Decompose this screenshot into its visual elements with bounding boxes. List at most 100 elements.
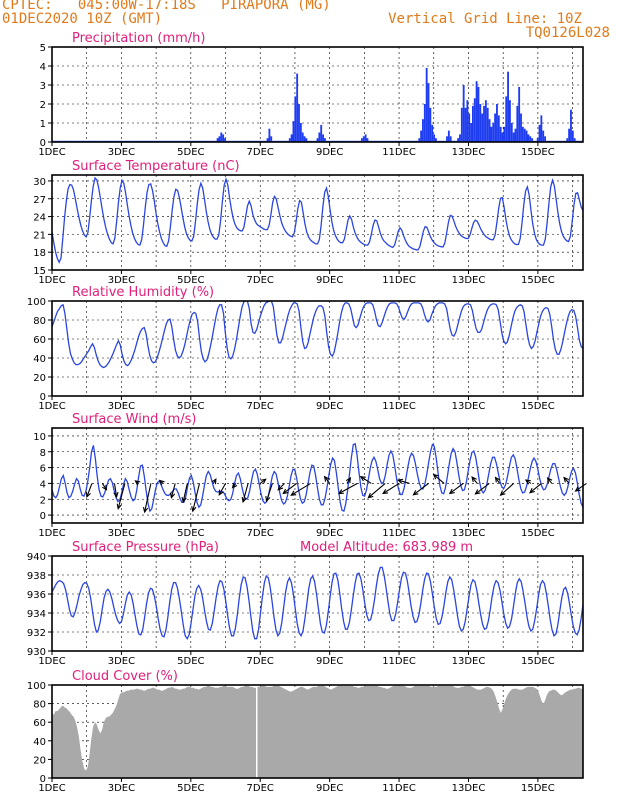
precip-bar <box>510 123 513 142</box>
y-tick-label: 932 <box>27 628 46 639</box>
wind-arrow-head <box>85 491 91 499</box>
x-tick-label: 5DEC <box>177 147 204 158</box>
x-tick-label: 5DEC <box>177 656 204 667</box>
precip-bar <box>514 128 517 142</box>
wind-arrow-head <box>211 478 217 485</box>
wind-arrow <box>86 483 93 498</box>
x-tick-label: 13DEC <box>452 783 486 794</box>
wind-arrow-head <box>494 476 501 483</box>
panel-title: Precipitation (mm/h) <box>72 31 205 46</box>
wind-arrow-head <box>448 488 455 495</box>
series-line <box>52 566 583 640</box>
y-tick-label: 40 <box>33 354 46 365</box>
wind-arrow <box>575 482 587 492</box>
x-tick-label: 3DEC <box>108 275 135 286</box>
series-temp <box>52 176 583 264</box>
wind-arrow-head <box>396 478 404 484</box>
wind-arrow-head <box>134 480 141 486</box>
precip-bar <box>521 126 524 142</box>
y-tick-label: 8 <box>40 448 46 459</box>
y-tick-label: 940 <box>27 552 46 563</box>
wind-arrow <box>529 482 542 494</box>
y-tick-label: 1 <box>40 119 46 130</box>
x-tick-label: 15DEC <box>521 656 555 667</box>
wind-arrow <box>113 483 118 497</box>
precip-bar <box>531 138 534 142</box>
x-tick-label: 13DEC <box>452 656 486 667</box>
wind-arrow-head <box>337 489 344 495</box>
x-tick-label: 1DEC <box>38 528 65 539</box>
panel-temp <box>48 174 584 274</box>
x-tick-label: 5DEC <box>177 275 204 286</box>
y-tick-label: 5 <box>40 43 46 54</box>
precip-bar <box>527 134 530 142</box>
y-tick-label: 24 <box>33 213 46 224</box>
precip-bar <box>503 126 506 142</box>
panel-title: Relative Humidity (%) <box>72 285 214 300</box>
precip-bar <box>468 113 471 142</box>
x-tick-label: 9DEC <box>316 147 343 158</box>
precip-bar <box>481 113 484 142</box>
precip-bar <box>270 136 273 142</box>
x-tick-label: 13DEC <box>452 147 486 158</box>
precip-bar <box>464 107 467 142</box>
precip-bar <box>460 107 463 142</box>
panel-title: Surface Pressure (hPa) <box>72 540 219 555</box>
wind-arrow-head <box>101 484 108 491</box>
precip-bar <box>266 138 269 142</box>
y-tick-label: 20 <box>33 755 46 766</box>
x-tick-label: 11DEC <box>382 401 416 412</box>
y-tick-label: 3 <box>40 81 46 92</box>
x-tick-label: 7DEC <box>247 783 274 794</box>
x-tick-label: 11DEC <box>382 783 416 794</box>
precip-bar <box>501 132 504 142</box>
y-tick-label: 930 <box>27 647 46 658</box>
x-tick-label: 15DEC <box>521 275 555 286</box>
x-tick-label: 3DEC <box>108 528 135 539</box>
wind-arrow-head <box>116 503 122 510</box>
y-tick-label: 15 <box>33 266 46 277</box>
panel-frame <box>51 46 584 143</box>
y-tick-label: 27 <box>33 195 46 206</box>
wind-arrow <box>324 476 331 484</box>
y-tick-label: 40 <box>33 737 46 748</box>
x-tick-label: 1DEC <box>38 147 65 158</box>
series-cloud <box>52 685 583 778</box>
precip-bar <box>459 134 461 142</box>
precip-bar <box>427 83 430 142</box>
wind-arrow-head <box>277 484 284 491</box>
precip-bar <box>483 105 485 142</box>
y-tick-label: 18 <box>33 248 46 259</box>
series-line <box>52 301 583 369</box>
wind-arrow-head <box>169 492 176 499</box>
wind-arrow <box>170 483 176 498</box>
panel-title: Surface Wind (m/s) <box>72 412 196 427</box>
panel-frame <box>51 427 584 524</box>
y-tick-label: 21 <box>33 230 46 241</box>
wind-arrow <box>182 483 188 503</box>
precip-bar <box>447 130 450 142</box>
y-tick-label: 30 <box>33 177 46 188</box>
precip-bar <box>470 123 472 142</box>
wind-arrow <box>265 483 273 502</box>
precip-bar <box>484 100 487 142</box>
panel-title: Surface Temperature (nC) <box>72 159 240 174</box>
precip-bar <box>220 132 223 142</box>
precip-bar <box>571 130 574 142</box>
precip-bar <box>323 138 326 142</box>
precip-bar <box>298 104 300 142</box>
y-tick-label: 0 <box>40 392 46 403</box>
precip-bar <box>544 136 546 142</box>
wind-arrow <box>218 483 227 496</box>
x-tick-label: 1DEC <box>38 401 65 412</box>
precip-bar <box>362 136 365 142</box>
wind-arrow <box>500 483 514 496</box>
header-grid-line-note: Vertical Grid Line: 10Z <box>388 11 582 27</box>
y-tick-label: 2 <box>40 495 46 506</box>
wind-arrow <box>449 482 464 494</box>
panel-frame <box>51 555 584 652</box>
panel-frame <box>51 300 584 397</box>
precip-bar <box>520 113 522 142</box>
y-tick-label: 60 <box>33 335 46 346</box>
x-tick-label: 15DEC <box>521 783 555 794</box>
